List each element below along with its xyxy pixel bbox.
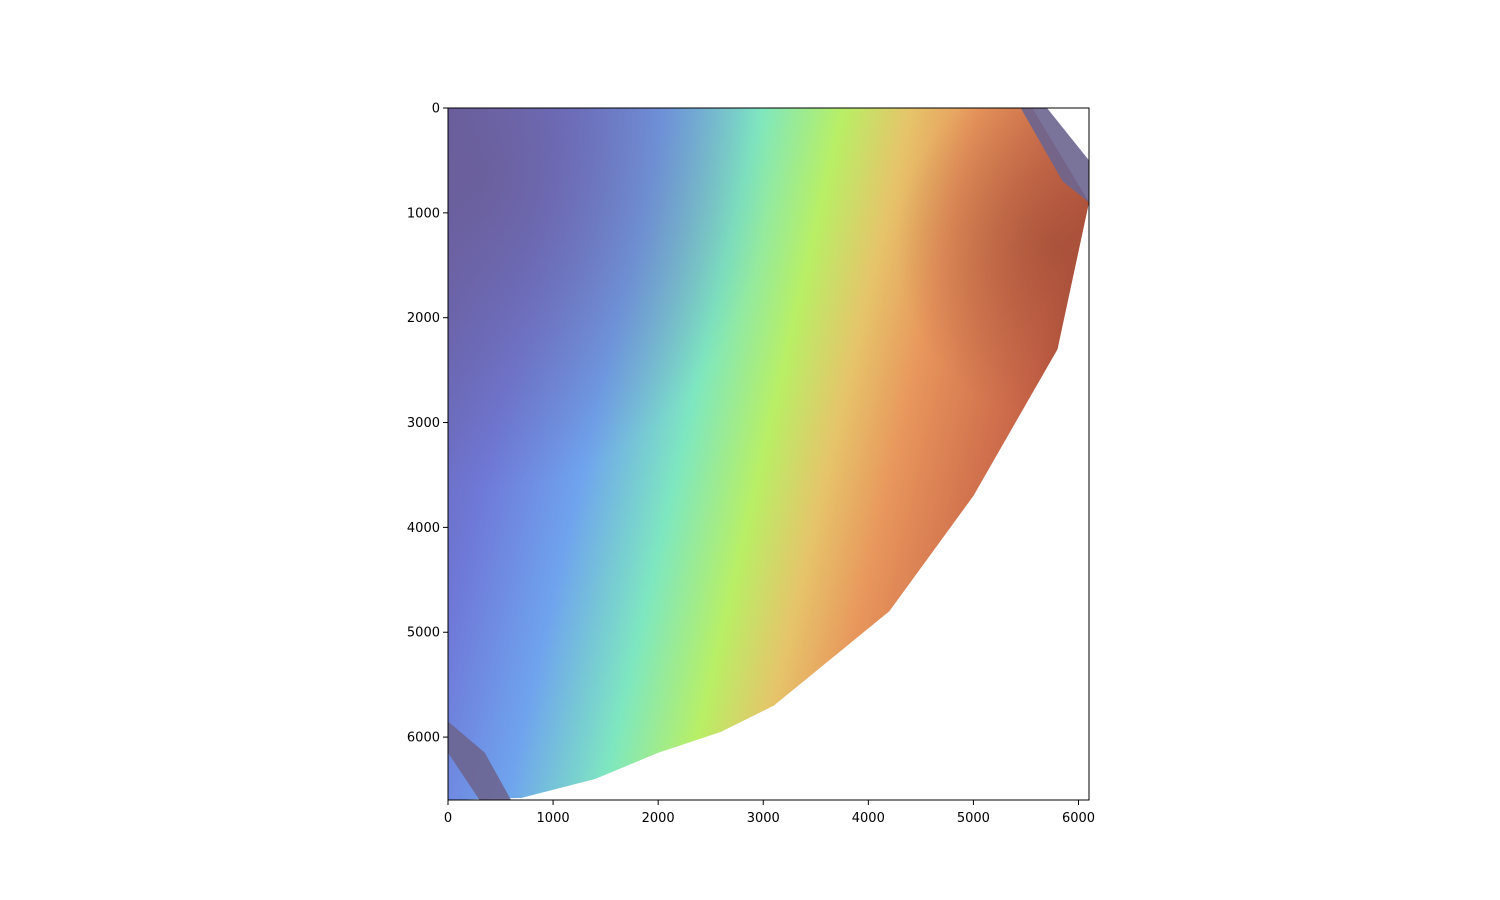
- x-tick-label-0: 0: [444, 811, 452, 826]
- x-axis: 0 1000 2000 3000 4000 5000 6000: [444, 800, 1095, 826]
- plot-area: [448, 108, 1089, 800]
- river-channels: [448, 108, 1089, 800]
- river-channel-2: [448, 721, 511, 800]
- y-tick-label-0: 0: [432, 102, 440, 117]
- river-channel-1: [1020, 108, 1089, 203]
- y-tick-label-6000: 6000: [407, 731, 440, 746]
- high-elevation-shade: [448, 108, 1089, 800]
- y-tick-label-4000: 4000: [407, 521, 440, 536]
- x-tick-label-3000: 3000: [747, 811, 780, 826]
- y-axis: 0 1000 2000 3000 4000 5000 6000: [407, 102, 448, 746]
- y-tick-label-5000: 5000: [407, 626, 440, 641]
- x-tick-label-2000: 2000: [642, 811, 675, 826]
- y-tick-label-1000: 1000: [407, 206, 440, 221]
- y-tick-label-3000: 3000: [407, 416, 440, 431]
- x-tick-label-4000: 4000: [852, 811, 885, 826]
- x-tick-label-6000: 6000: [1062, 811, 1095, 826]
- x-tick-label-5000: 5000: [957, 811, 990, 826]
- axes-frame: [447, 107, 1090, 801]
- x-tick-label-1000: 1000: [537, 811, 570, 826]
- y-tick-label-2000: 2000: [407, 311, 440, 326]
